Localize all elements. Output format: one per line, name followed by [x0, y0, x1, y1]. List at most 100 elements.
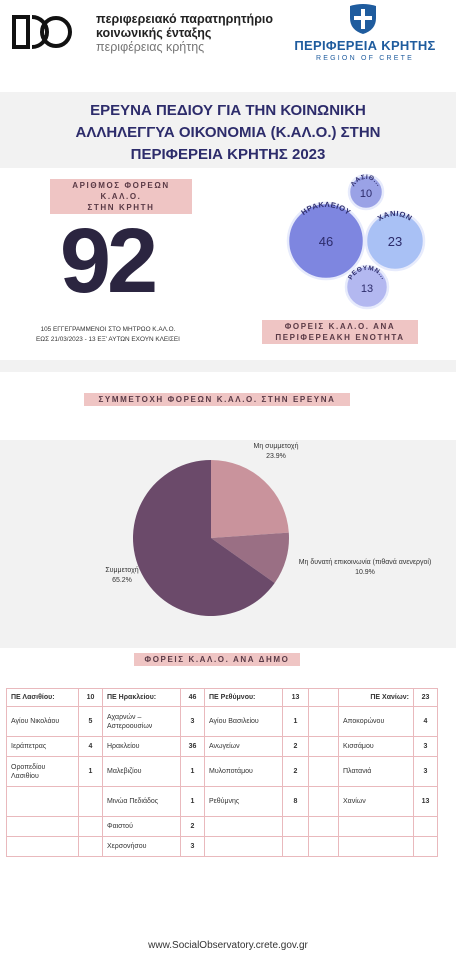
table-cell — [78, 836, 103, 857]
table-cell — [282, 816, 309, 837]
page-header: περιφερειακό παρατηρητήριο κοινωνικής έν… — [0, 0, 456, 86]
pie-slice — [133, 460, 275, 616]
table-cell — [282, 836, 309, 857]
table-row: Φαιστού 2 — [6, 816, 438, 837]
table-spacer-cell — [308, 756, 339, 787]
table-cell: 1 — [180, 756, 205, 787]
table-cell: 3 — [413, 756, 438, 787]
kpi-label: ΑΡΙΘΜΟΣ ΦΟΡΕΩΝ Κ.ΑΛ.Ο. ΣΤΗΝ ΚΡΗΤΗ — [50, 179, 192, 214]
pie-label-participation: Συμμετοχή 65.2% — [105, 567, 139, 584]
table-cell: 36 — [180, 736, 205, 757]
table-header-cell: 46 — [180, 688, 205, 707]
table-cell: 1 — [78, 756, 103, 787]
table-spacer-cell — [308, 706, 339, 737]
table-header-cell: 13 — [282, 688, 309, 707]
bubble — [364, 210, 426, 272]
observatory-logo-icon — [12, 15, 72, 49]
bubble — [286, 201, 366, 281]
table-cell: Μινώα Πεδιάδος — [102, 786, 181, 817]
table-cell: 5 — [78, 706, 103, 737]
region-name: ΠΕΡΙΦΕΡΕΙΑ ΚΡΗΤΗΣ — [294, 38, 436, 53]
table-cell: 3 — [180, 836, 205, 857]
table-cell: 1 — [180, 786, 205, 817]
kpi-value: 92 — [59, 210, 158, 312]
table-spacer-cell — [308, 736, 339, 757]
bubble-value-label: 23 — [388, 234, 402, 249]
bubble-name-label: ΧΑΝΙΩΝ — [376, 209, 414, 223]
table-cell: 3 — [180, 706, 205, 737]
table-cell: Αγίου Βασιλείου — [204, 706, 283, 737]
table-cell — [6, 836, 79, 857]
registry-note: 105 ΕΓΓΕΓΡΑΜΜΕΝΟΙ ΣΤΟ ΜΗΤΡΩΟ Κ.ΑΛ.Ο. ΕΩΣ… — [36, 326, 180, 343]
table-cell: 4 — [78, 736, 103, 757]
greek-crest-icon — [350, 4, 376, 34]
table-cell: 2 — [282, 756, 309, 787]
table-cell: Ρεθύμνης — [204, 786, 283, 817]
table-cell: 2 — [180, 816, 205, 837]
table-row: Ιεράπετρας 4 Ηρακλείου 36 Ανωγείων 2 Κισσάμου 3 — [6, 736, 438, 757]
pie-label-unreachable: Μη δυνατή επικοινωνία (πιθανά ανενεργοί)… — [298, 559, 432, 576]
bubble — [344, 264, 390, 310]
table-cell: Οροπεδίου Λασιθίου — [6, 756, 79, 787]
pie-label-non-participation: Μη συμμετοχή 23.9% — [253, 443, 299, 460]
municipalities-table: ΠΕ Λασιθίου: 10 ΠΕ Ηρακλείου: 46 ΠΕ Ρεθύ… — [6, 688, 438, 857]
title-band — [0, 92, 456, 168]
municipalities-label: ΦΟΡΕΙΣ Κ.ΑΛ.Ο. ΑΝΑ ΔΗΜΟ — [134, 653, 300, 666]
table-cell — [6, 786, 79, 817]
table-cell — [204, 836, 283, 857]
table-cell: 8 — [282, 786, 309, 817]
table-cell — [6, 816, 79, 837]
table-cell: 1 — [282, 706, 309, 737]
table-spacer-cell — [308, 786, 339, 817]
table-cell — [413, 836, 438, 857]
table-cell: Ηρακλείου — [102, 736, 181, 757]
footer-url: www.SocialObservatory.crete.gov.gr — [148, 940, 308, 951]
section-divider — [0, 636, 456, 648]
table-spacer-cell — [308, 816, 339, 837]
bubbles-label: ΦΟΡΕΙΣ Κ.ΑΛ.Ο. ΑΝΑ ΠΕΡΙΦΕΡΕΑΚΗ ΕΝΟΤΗΤΑ — [262, 320, 418, 344]
table-cell — [413, 816, 438, 837]
bubble-value-label: 10 — [360, 188, 372, 200]
table-cell: Ιεράπετρας — [6, 736, 79, 757]
table-cell: Πλατανιά — [338, 756, 414, 787]
table-header-cell: ΠΕ Ηρακλείου: — [102, 688, 181, 707]
table-cell: 3 — [413, 736, 438, 757]
table-cell: Χερσονήσου — [102, 836, 181, 857]
table-cell: 13 — [413, 786, 438, 817]
table-header-cell: 10 — [78, 688, 103, 707]
table-cell — [78, 816, 103, 837]
table-cell: 2 — [282, 736, 309, 757]
table-cell: Χανίων — [338, 786, 414, 817]
page-title: ΕΡΕΥΝΑ ΠΕΔΙΟΥ ΓΙΑ ΤΗΝ ΚΟΙΝΩΝΙΚΗ ΑΛΛΗΛΕΓΓ… — [75, 102, 381, 163]
table-header-spacer — [308, 688, 339, 707]
table-header-cell: ΠΕ Λασιθίου: — [6, 688, 79, 707]
table-spacer-cell — [308, 836, 339, 857]
participation-pie-chart — [133, 460, 289, 616]
table-cell: Αποκορώνου — [338, 706, 414, 737]
table-header-cell: ΠΕ Ρεθύμνου: — [204, 688, 283, 707]
table-cell — [338, 816, 414, 837]
table-cell: Κισσάμου — [338, 736, 414, 757]
table-row: Οροπεδίου Λασιθίου 1 Μαλεβιζίου 1 Μυλοποτάμο… — [6, 756, 438, 787]
table-header-cell: ΠΕ Χανίων: — [338, 688, 414, 707]
table-cell: Αχαρνών – Αστεροουσίων — [102, 706, 181, 737]
table-cell: 4 — [413, 706, 438, 737]
table-row: Μινώα Πεδιάδος 1 Ρεθύμνης 8 Χανίων 13 — [6, 786, 438, 817]
observatory-name: περιφερειακό παρατηρητήριο κοινωνικής έν… — [96, 12, 274, 54]
table-cell — [78, 786, 103, 817]
table-header-row: ΠΕ Λασιθίου: 10 ΠΕ Ηρακλείου: 46 ΠΕ Ρεθύ… — [6, 688, 438, 707]
table-row: Αγίου Νικολάου 5 Αχαρνών – Αστεροουσίων 3 Αγ… — [6, 706, 438, 737]
table-cell: Μυλοποτάμου — [204, 756, 283, 787]
bubble-value-label: 13 — [361, 283, 373, 295]
table-cell: Αγίου Νικολάου — [6, 706, 79, 737]
region-subtitle: REGION OF CRETE — [316, 55, 414, 62]
table-cell — [204, 816, 283, 837]
table-cell: Ανωγείων — [204, 736, 283, 757]
table-cell — [338, 836, 414, 857]
pie-slice — [211, 460, 289, 538]
bubble-value-label: 46 — [319, 234, 333, 249]
table-row: Χερσονήσου 3 — [6, 836, 438, 857]
section-divider — [0, 360, 456, 372]
pie-slice — [211, 532, 289, 584]
